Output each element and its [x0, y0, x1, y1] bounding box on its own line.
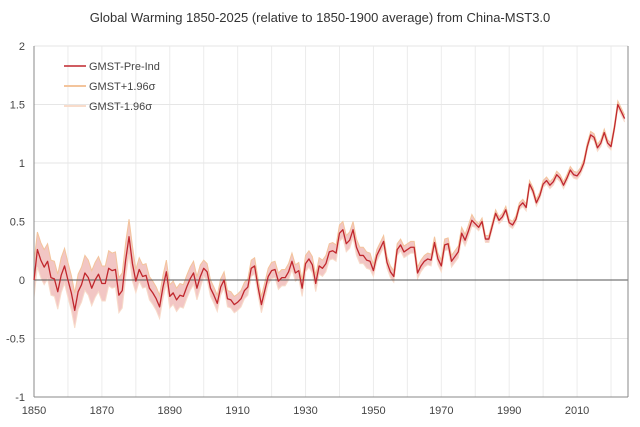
x-tick-label: 2010 — [565, 405, 589, 417]
legend-label: GMST-Pre-Ind — [89, 61, 160, 73]
y-tick-label: -1 — [15, 392, 25, 404]
x-tick-label: 1950 — [361, 405, 385, 417]
series-lines — [33, 103, 626, 312]
confidence-band-fill — [34, 100, 625, 328]
x-tick-label: 1910 — [225, 405, 249, 417]
legend: GMST-Pre-Ind GMST+1.96σ GMST-1.96σ — [64, 61, 160, 113]
axes — [33, 46, 629, 398]
confidence-band — [33, 99, 626, 329]
chart-title: Global Warming 1850-2025 (relative to 18… — [90, 10, 551, 25]
y-tick-label: 1 — [19, 158, 25, 170]
legend-label: GMST+1.96σ — [89, 81, 156, 93]
gmst-line — [33, 103, 626, 312]
y-tick-label: -0.5 — [6, 334, 25, 346]
y-tick-label: 0 — [19, 275, 25, 287]
x-tick-label: 1870 — [90, 405, 114, 417]
y-tick-label: 0.5 — [10, 217, 25, 229]
x-tick-label: 1990 — [497, 405, 521, 417]
lower-bound-line — [33, 106, 626, 329]
y-tick-label: 1.5 — [10, 100, 25, 112]
x-tick-label: 1850 — [22, 405, 46, 417]
gridlines — [34, 45, 628, 397]
legend-label: GMST-1.96σ — [89, 101, 152, 113]
upper-bound-line — [33, 99, 626, 298]
y-tick-label: 2 — [19, 41, 25, 53]
x-tick-label: 1970 — [429, 405, 453, 417]
x-tick-label: 1930 — [293, 405, 317, 417]
x-tick-label: 1890 — [158, 405, 182, 417]
tick-labels: 1850 1870 1890 1910 1930 1950 1970 1990 2010 2 1.5… — [6, 41, 589, 417]
